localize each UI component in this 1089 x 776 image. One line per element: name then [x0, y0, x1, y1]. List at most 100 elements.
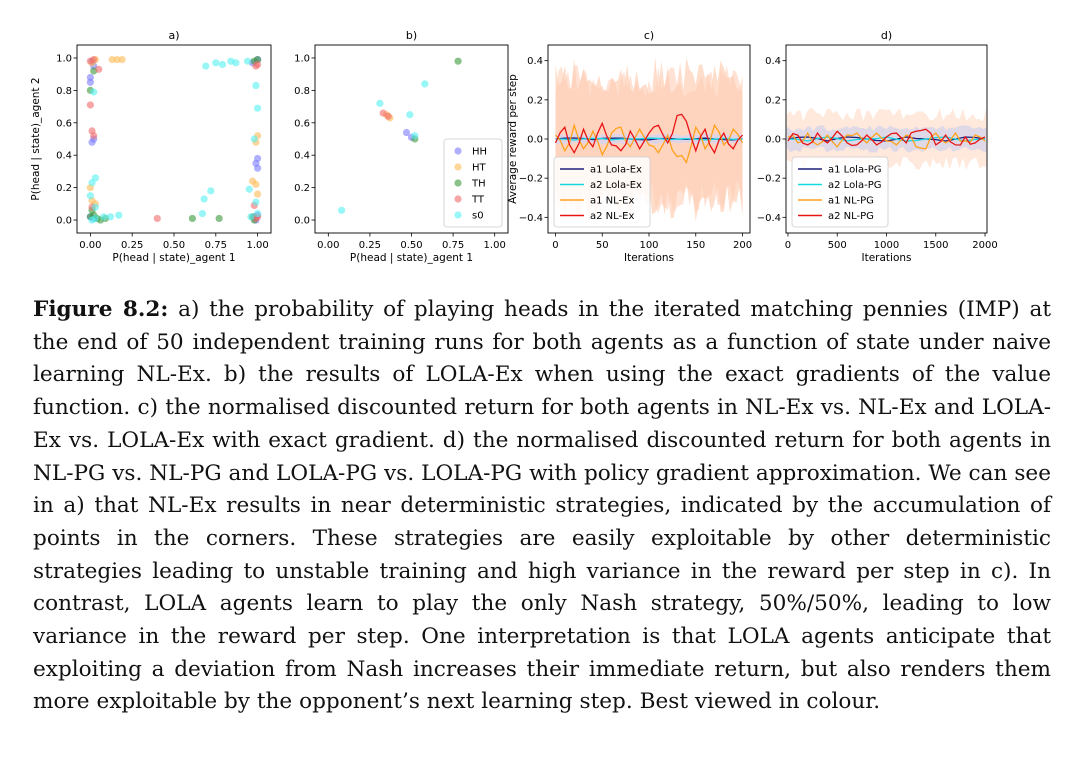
figure-caption: Figure 8.2: a) the probability of playin…	[33, 294, 1051, 719]
x-tick-label: 150	[686, 240, 705, 251]
panel-title: b)	[406, 29, 417, 42]
legend-label: HH	[472, 147, 487, 158]
x-tick-label: 0.75	[205, 240, 227, 251]
plot-area	[86, 55, 262, 224]
x-tick-label: 0.00	[317, 240, 339, 251]
data-point	[245, 185, 253, 193]
caption-label: Figure 8.2:	[33, 297, 169, 322]
x-tick-label: 0	[785, 240, 791, 251]
data-point	[252, 81, 260, 90]
plot-area	[786, 107, 987, 171]
data-point	[254, 190, 262, 198]
panel-1: 0.00 0.25 0.50 0.75 1.00 0.0 0.2 0.4 0.6 0.8 1.0 a)…	[30, 29, 272, 264]
x-tick-label: 0.25	[359, 240, 381, 251]
legend-label: a1 NL-PG	[828, 196, 874, 207]
legend-label: s0	[472, 211, 484, 222]
data-point	[91, 203, 99, 211]
data-point	[247, 213, 255, 221]
y-tick-label: 1.0	[294, 53, 310, 64]
x-tick-label: 200	[733, 240, 752, 251]
data-point	[243, 57, 252, 65]
data-point	[200, 195, 208, 203]
y-tick-label: 0.0	[56, 216, 72, 227]
legend-marker	[454, 211, 462, 219]
legend: a1 Lola-Ex a2 Lola-Ex a1 NL-Ex a2 NL-Ex	[553, 156, 651, 228]
x-tick-label: 0.50	[400, 240, 422, 251]
legend-label: a2 Lola-Ex	[590, 180, 642, 191]
legend-label: a2 NL-Ex	[590, 211, 634, 222]
legend: a1 Lola-PG a2 Lola-PG a1 NL-PG a2 NL-PG	[791, 156, 889, 228]
data-point	[88, 138, 96, 146]
x-axis-label: P(head | state)_agent 1	[112, 252, 235, 264]
data-point	[188, 214, 196, 223]
data-point	[250, 135, 258, 143]
data-point	[254, 164, 262, 172]
legend: HH HT TH TT s0	[443, 138, 503, 228]
data-point	[376, 99, 384, 107]
data-point	[95, 65, 103, 73]
y-tick-label: 0.6	[56, 118, 72, 129]
panel-4: 0 500 1000 1500 2000 −0.4 −0.2 0.0 0.2 0.4 d) Itera…	[757, 29, 998, 264]
y-axis-label: P(head | state)_agent 2	[30, 77, 42, 200]
axes-frame	[76, 44, 272, 234]
x-axis-label: Iterations	[624, 252, 674, 264]
y-tick-label: 0.0	[765, 135, 781, 146]
legend-label: TT	[471, 195, 485, 206]
data-point	[91, 174, 99, 182]
variance-band	[555, 133, 743, 145]
legend-marker	[454, 163, 462, 171]
data-point	[406, 111, 414, 119]
legend-label: a1 Lola-Ex	[590, 165, 642, 176]
legend-label: TH	[471, 179, 486, 190]
series-line	[787, 128, 986, 147]
y-tick-label: 0.2	[294, 183, 310, 194]
data-point	[402, 128, 411, 137]
data-point	[252, 198, 260, 206]
x-tick-label: 100	[639, 240, 658, 251]
y-tick-label: 0.0	[294, 216, 310, 227]
y-tick-label: 0.8	[56, 86, 72, 97]
legend-marker	[454, 179, 462, 187]
x-tick-label: 1.00	[246, 240, 268, 251]
x-tick-label: 500	[828, 240, 847, 251]
data-point	[91, 214, 99, 223]
series-line	[555, 137, 743, 141]
x-tick-label: 0	[552, 240, 558, 251]
y-axis-label: Average reward per step	[507, 74, 519, 204]
panel-title: a)	[168, 29, 179, 42]
data-point	[254, 209, 262, 218]
x-tick-label: 0.25	[121, 240, 143, 251]
y-tick-label: 0.0	[527, 135, 543, 146]
x-axis-label: Iterations	[861, 252, 911, 264]
data-point	[254, 104, 262, 112]
panel-2: 0.00 0.25 0.50 0.75 1.00 0.0 0.2 0.4 0.6 0.8 1.0 b)…	[294, 29, 509, 264]
data-point	[90, 88, 98, 96]
legend-marker	[454, 195, 462, 203]
data-point	[100, 213, 108, 221]
series-line	[555, 123, 744, 165]
data-point	[202, 62, 210, 70]
series-line	[554, 113, 743, 155]
data-point	[86, 192, 94, 200]
data-point	[338, 206, 346, 214]
y-tick-label: 0.8	[294, 86, 310, 97]
legend-box	[443, 138, 503, 228]
y-tick-label: 0.2	[56, 183, 72, 194]
panel-title: d)	[881, 29, 892, 42]
data-point	[212, 59, 220, 67]
x-tick-label: 2000	[972, 240, 997, 251]
data-point	[113, 55, 121, 64]
legend-label: a2 Lola-PG	[828, 180, 881, 191]
data-point	[218, 60, 227, 69]
y-tick-label: −0.2	[757, 174, 781, 185]
data-point	[106, 213, 115, 221]
data-point	[90, 55, 98, 64]
data-point	[421, 80, 429, 88]
data-point	[153, 214, 161, 223]
data-point	[232, 59, 240, 67]
figure-panels: 0.00 0.25 0.50 0.75 1.000.00.20.40.60.81.0a)…	[30, 29, 998, 264]
x-tick-label: 1000	[874, 240, 899, 251]
y-tick-label: 0.6	[294, 118, 310, 129]
y-tick-label: −0.2	[519, 174, 543, 185]
y-tick-label: 1.0	[56, 53, 72, 64]
